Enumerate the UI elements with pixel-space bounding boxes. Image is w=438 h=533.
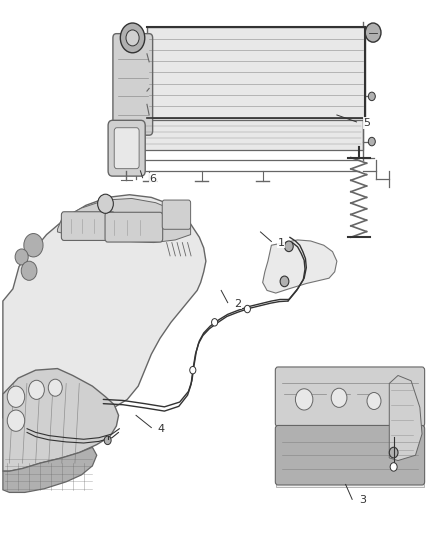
Circle shape (295, 389, 313, 410)
Circle shape (244, 305, 251, 313)
Text: 6: 6 (149, 174, 156, 184)
Circle shape (21, 261, 37, 280)
Circle shape (24, 233, 43, 257)
Circle shape (212, 319, 218, 326)
Text: 3: 3 (359, 495, 366, 505)
Text: 4: 4 (158, 424, 165, 434)
FancyBboxPatch shape (147, 27, 365, 118)
FancyBboxPatch shape (61, 212, 115, 240)
Circle shape (48, 379, 62, 396)
Polygon shape (3, 368, 119, 471)
Circle shape (331, 388, 347, 407)
Text: 2: 2 (234, 298, 241, 309)
Circle shape (190, 367, 196, 374)
Polygon shape (263, 240, 337, 293)
Circle shape (98, 194, 113, 213)
Polygon shape (3, 195, 206, 418)
Circle shape (15, 249, 28, 265)
Circle shape (280, 276, 289, 287)
Circle shape (7, 386, 25, 407)
Circle shape (368, 138, 375, 146)
Circle shape (285, 241, 293, 252)
FancyBboxPatch shape (113, 34, 152, 135)
Circle shape (120, 23, 145, 53)
Polygon shape (3, 447, 97, 492)
Circle shape (368, 92, 375, 101)
FancyBboxPatch shape (276, 367, 425, 426)
Circle shape (126, 30, 139, 46)
Polygon shape (389, 375, 422, 461)
Polygon shape (57, 198, 191, 243)
FancyBboxPatch shape (162, 200, 191, 229)
Text: 1: 1 (278, 238, 285, 247)
Circle shape (390, 463, 397, 471)
Text: 5: 5 (363, 118, 370, 128)
Circle shape (389, 447, 398, 458)
FancyBboxPatch shape (114, 128, 139, 168)
FancyBboxPatch shape (105, 212, 162, 242)
Circle shape (7, 410, 25, 431)
Circle shape (365, 23, 381, 42)
FancyBboxPatch shape (276, 425, 425, 485)
Circle shape (104, 436, 111, 445)
Circle shape (367, 392, 381, 409)
FancyBboxPatch shape (108, 120, 145, 176)
FancyBboxPatch shape (132, 120, 363, 150)
Circle shape (28, 380, 44, 399)
FancyBboxPatch shape (276, 368, 424, 487)
